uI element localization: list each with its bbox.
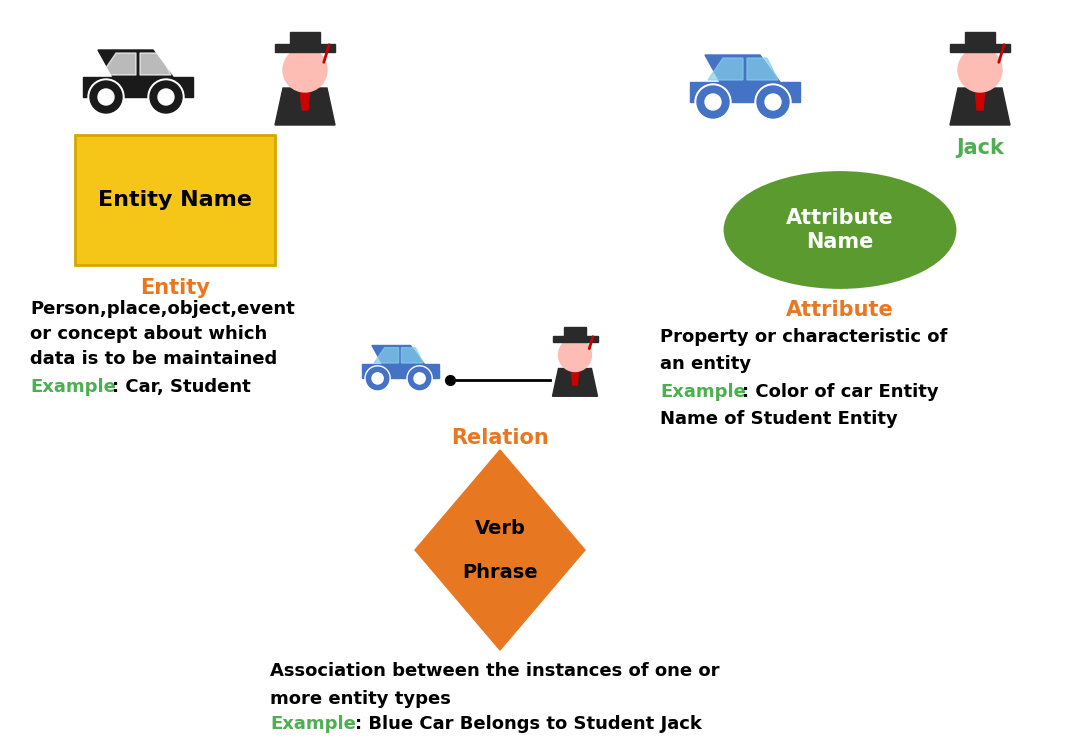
Polygon shape	[705, 55, 780, 82]
Text: Verb

Phrase: Verb Phrase	[462, 519, 538, 582]
Polygon shape	[950, 44, 1010, 52]
Text: : Blue Car Belongs to Student Jack: : Blue Car Belongs to Student Jack	[354, 715, 701, 733]
Text: Property or characteristic of: Property or characteristic of	[660, 328, 947, 346]
Circle shape	[558, 338, 592, 372]
Circle shape	[754, 84, 791, 120]
Text: an entity: an entity	[660, 355, 751, 373]
Polygon shape	[975, 88, 985, 110]
Polygon shape	[83, 77, 193, 97]
Circle shape	[765, 94, 780, 110]
Polygon shape	[275, 88, 335, 125]
Text: Name of Student Entity: Name of Student Entity	[660, 410, 898, 428]
Text: Example: Example	[660, 383, 746, 401]
Circle shape	[695, 84, 731, 120]
Polygon shape	[361, 364, 439, 378]
Circle shape	[283, 48, 327, 92]
Polygon shape	[275, 44, 335, 52]
Polygon shape	[553, 335, 597, 341]
Circle shape	[757, 86, 789, 118]
Text: : Color of car Entity: : Color of car Entity	[743, 383, 939, 401]
Text: data is to be maintained: data is to be maintained	[30, 350, 278, 368]
Circle shape	[365, 366, 390, 391]
Polygon shape	[140, 53, 171, 75]
Polygon shape	[747, 58, 778, 80]
Text: more entity types: more entity types	[270, 690, 451, 708]
Text: Entity: Entity	[140, 278, 210, 298]
Circle shape	[158, 89, 175, 105]
Circle shape	[409, 367, 430, 390]
Polygon shape	[965, 32, 995, 44]
Polygon shape	[401, 347, 423, 363]
Text: Person,place,object,event: Person,place,object,event	[30, 300, 295, 318]
Text: Attribute: Attribute	[786, 300, 894, 320]
FancyBboxPatch shape	[75, 135, 275, 265]
Circle shape	[98, 89, 114, 105]
Circle shape	[372, 372, 384, 384]
Polygon shape	[372, 346, 425, 364]
Polygon shape	[950, 88, 1010, 125]
Ellipse shape	[725, 172, 955, 287]
Polygon shape	[553, 369, 597, 396]
Text: Association between the instances of one or: Association between the instances of one…	[270, 662, 720, 680]
Polygon shape	[98, 50, 173, 77]
Text: Jack: Jack	[956, 138, 1004, 158]
Circle shape	[958, 48, 1002, 92]
Polygon shape	[374, 347, 399, 363]
Polygon shape	[300, 88, 310, 110]
Circle shape	[150, 81, 182, 113]
Circle shape	[88, 79, 124, 115]
Circle shape	[149, 79, 184, 115]
Text: or concept about which: or concept about which	[30, 325, 268, 343]
Circle shape	[366, 367, 389, 390]
Circle shape	[406, 366, 433, 391]
Polygon shape	[571, 369, 579, 385]
Text: : Car, Student: : Car, Student	[112, 378, 250, 396]
Text: Example: Example	[30, 378, 116, 396]
Polygon shape	[691, 82, 800, 102]
Circle shape	[414, 372, 425, 384]
Text: Entity Name: Entity Name	[98, 190, 251, 210]
Circle shape	[697, 86, 730, 118]
Text: Relation: Relation	[451, 428, 549, 448]
Circle shape	[705, 94, 721, 110]
Polygon shape	[708, 58, 743, 80]
Circle shape	[90, 81, 122, 113]
Text: Attribute
Name: Attribute Name	[786, 209, 894, 252]
Polygon shape	[291, 32, 320, 44]
Text: Example: Example	[270, 715, 356, 733]
Polygon shape	[564, 326, 586, 335]
Polygon shape	[101, 53, 136, 75]
Polygon shape	[415, 450, 585, 650]
